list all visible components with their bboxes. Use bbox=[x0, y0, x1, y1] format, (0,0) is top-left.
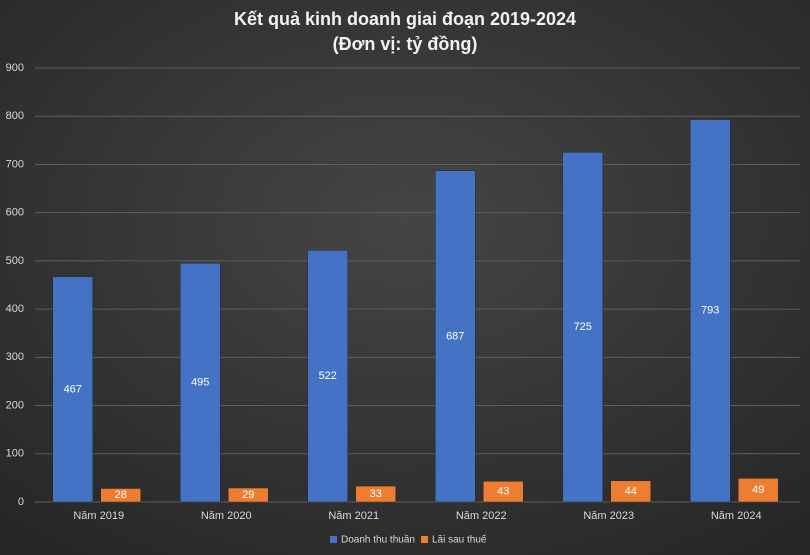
chart-subtitle: (Đơn vị: tỷ đồng) bbox=[333, 34, 478, 54]
legend-label: Lãi sau thuế bbox=[432, 534, 487, 546]
y-tick-label: 500 bbox=[6, 255, 24, 267]
bar bbox=[483, 481, 524, 503]
y-tick-label: 900 bbox=[6, 62, 24, 74]
x-tick-label: Năm 2023 bbox=[583, 510, 634, 522]
data-label: 467 bbox=[64, 383, 82, 395]
bar bbox=[52, 276, 93, 503]
y-tick-label: 0 bbox=[18, 496, 24, 508]
y-tick-label: 400 bbox=[6, 303, 24, 315]
y-tick-label: 200 bbox=[6, 399, 24, 411]
x-tick-label: Năm 2020 bbox=[201, 510, 252, 522]
y-tick-label: 600 bbox=[6, 207, 24, 219]
data-label: 793 bbox=[701, 305, 719, 317]
x-tick-label: Năm 2022 bbox=[456, 510, 507, 522]
data-label: 687 bbox=[446, 330, 464, 342]
y-tick-label: 300 bbox=[6, 351, 24, 363]
bar bbox=[100, 488, 141, 503]
data-label: 33 bbox=[370, 488, 382, 500]
bar bbox=[307, 250, 348, 503]
legend-label: Doanh thu thuần bbox=[341, 534, 415, 546]
bar bbox=[355, 485, 396, 503]
data-label: 49 bbox=[752, 484, 764, 496]
bar bbox=[690, 119, 731, 503]
data-label: 495 bbox=[191, 377, 209, 389]
bar bbox=[562, 152, 603, 503]
legend-swatch bbox=[421, 536, 428, 543]
bar bbox=[610, 480, 651, 503]
bar bbox=[435, 170, 476, 503]
y-tick-label: 100 bbox=[6, 448, 24, 460]
x-tick-label: Năm 2019 bbox=[73, 510, 124, 522]
bar bbox=[738, 478, 779, 503]
data-label: 44 bbox=[625, 485, 637, 497]
bar bbox=[180, 263, 221, 503]
data-label: 522 bbox=[319, 370, 337, 382]
y-tick-label: 700 bbox=[6, 158, 24, 170]
data-label: 29 bbox=[242, 489, 254, 501]
x-tick-label: Năm 2024 bbox=[711, 510, 762, 522]
legend-swatch bbox=[330, 536, 337, 543]
x-tick-label: Năm 2021 bbox=[328, 510, 379, 522]
y-tick-label: 800 bbox=[6, 110, 24, 122]
chart-title: Kết quả kinh doanh giai đoạn 2019-2024 bbox=[234, 9, 576, 29]
data-label: 725 bbox=[574, 321, 592, 333]
data-label: 43 bbox=[497, 486, 509, 498]
data-label: 28 bbox=[115, 489, 127, 501]
bar bbox=[228, 487, 269, 503]
